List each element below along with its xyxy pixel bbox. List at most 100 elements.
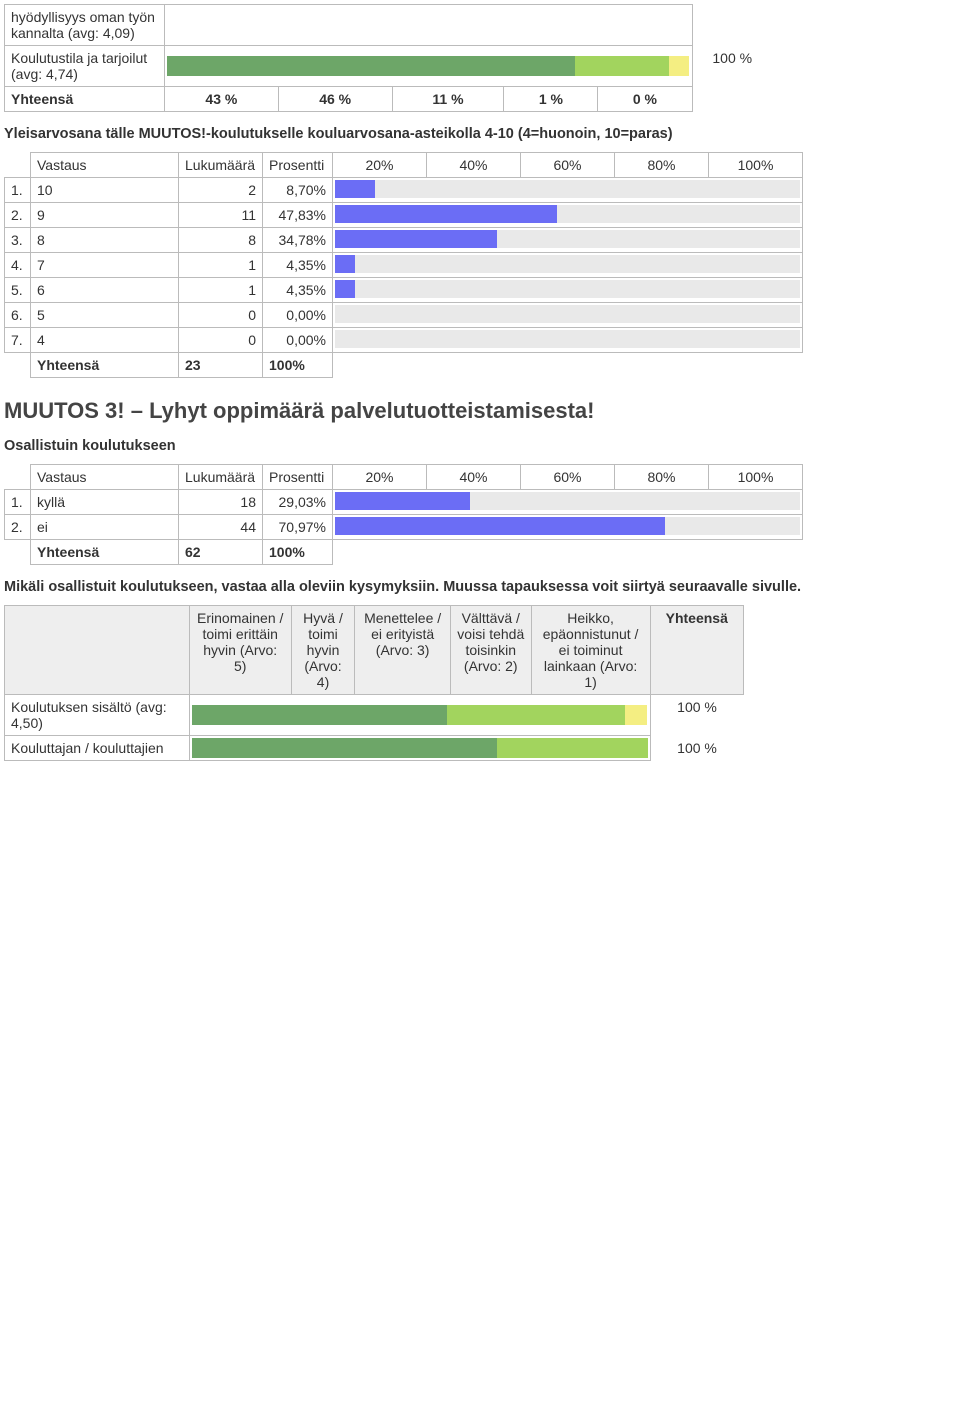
bar-fill	[335, 280, 355, 298]
row-index: 7.	[5, 328, 31, 353]
row-answer: 8	[31, 228, 179, 253]
bar-track	[335, 330, 800, 348]
stacked-bar	[167, 56, 690, 76]
ratings2-header-row: Erinomainen / toimi erittäin hyvin (Arvo…	[5, 606, 744, 695]
bar-track	[335, 180, 800, 198]
row-index: 3.	[5, 228, 31, 253]
grade-h-20: 20%	[333, 153, 427, 178]
grade-question-title: Yleisarvosana tälle MUUTOS!-koulutuksell…	[4, 126, 956, 142]
row-count: 18	[179, 490, 263, 515]
data-row: 2.ei4470,97%	[5, 515, 803, 540]
row-pct: 0,00%	[263, 328, 333, 353]
top-ratings-total-row: Yhteensä 43 % 46 % 11 % 1 % 0 %	[5, 87, 773, 112]
top-ratings-row-label: Koulutustila ja tarjoilut (avg: 4,74)	[5, 46, 165, 87]
row-answer: 7	[31, 253, 179, 278]
row-answer: 5	[31, 303, 179, 328]
data-row: 5.614,35%	[5, 278, 803, 303]
top-ratings-row-bar	[165, 5, 693, 46]
data-row: 4.714,35%	[5, 253, 803, 278]
row-count: 0	[179, 328, 263, 353]
top-ratings-row-label: hyödyllisyys oman työn kannalta (avg: 4,…	[5, 5, 165, 46]
ratings2-h-0: Erinomainen / toimi erittäin hyvin (Arvo…	[189, 606, 291, 695]
ratings2-row-bar	[189, 736, 650, 761]
top-ratings-row-total: 100 %	[692, 46, 772, 87]
grade-header-row: Vastaus Lukumäärä Prosentti 20% 40% 60% …	[5, 153, 803, 178]
attend-total-count: 62	[179, 540, 263, 565]
grade-total-pct: 100%	[263, 353, 333, 378]
row-bar-cell	[333, 178, 803, 203]
data-row: 6.500,00%	[5, 303, 803, 328]
ratings2-table: Erinomainen / toimi erittäin hyvin (Arvo…	[4, 605, 744, 761]
row-bar-cell	[333, 228, 803, 253]
top-ratings-row: hyödyllisyys oman työn kannalta (avg: 4,…	[5, 5, 773, 46]
row-index: 1.	[5, 178, 31, 203]
section-heading: MUUTOS 3! – Lyhyt oppimäärä palvelutuott…	[4, 398, 956, 424]
ratings2-row-label: Koulutuksen sisältö (avg: 4,50)	[5, 695, 190, 736]
attend-h-20: 20%	[333, 465, 427, 490]
row-index: 5.	[5, 278, 31, 303]
row-answer: 9	[31, 203, 179, 228]
grade-h-80: 80%	[615, 153, 709, 178]
row-index: 1.	[5, 490, 31, 515]
attend-h-answer: Vastaus	[31, 465, 179, 490]
attend-total-pct: 100%	[263, 540, 333, 565]
row-answer: ei	[31, 515, 179, 540]
row-count: 11	[179, 203, 263, 228]
row-index: 2.	[5, 203, 31, 228]
ratings2-intro: Mikäli osallistuit koulutukseen, vastaa …	[4, 579, 956, 595]
ratings2-row-total: 100 %	[650, 736, 743, 761]
grade-h-answer: Vastaus	[31, 153, 179, 178]
bar-track	[335, 205, 800, 223]
row-count: 8	[179, 228, 263, 253]
row-bar-cell	[333, 303, 803, 328]
grade-h-100: 100%	[709, 153, 803, 178]
row-pct: 8,70%	[263, 178, 333, 203]
top-ratings-total-1: 46 %	[278, 87, 392, 112]
bar-fill	[335, 517, 665, 535]
bar-segment	[497, 738, 647, 758]
bar-track	[335, 280, 800, 298]
row-count: 44	[179, 515, 263, 540]
row-count: 1	[179, 278, 263, 303]
top-ratings-total-label: Yhteensä	[5, 87, 165, 112]
top-ratings-table: hyödyllisyys oman työn kannalta (avg: 4,…	[4, 4, 772, 112]
attend-h-60: 60%	[521, 465, 615, 490]
data-row: 2.91147,83%	[5, 203, 803, 228]
bar-fill	[335, 180, 375, 198]
attend-h-100: 100%	[709, 465, 803, 490]
bar-fill	[335, 230, 497, 248]
bar-fill	[335, 492, 470, 510]
bar-segment	[447, 705, 625, 725]
data-row: 1.kyllä1829,03%	[5, 490, 803, 515]
ratings2-row: Koulutuksen sisältö (avg: 4,50) 100 %	[5, 695, 744, 736]
grade-table: Vastaus Lukumäärä Prosentti 20% 40% 60% …	[4, 152, 803, 378]
attend-question-title: Osallistuin koulutukseen	[4, 438, 956, 454]
row-pct: 4,35%	[263, 253, 333, 278]
row-pct: 47,83%	[263, 203, 333, 228]
ratings2-row-total: 100 %	[650, 695, 743, 736]
top-ratings-row-total	[692, 5, 772, 46]
grade-h-pct: Prosentti	[263, 153, 333, 178]
bar-segment	[167, 56, 575, 76]
row-index: 2.	[5, 515, 31, 540]
bar-segment	[192, 738, 497, 758]
grade-h-count: Lukumäärä	[179, 153, 263, 178]
ratings2-h-3: Välttävä / voisi tehdä toisinkin (Arvo: …	[450, 606, 531, 695]
ratings2-row-bar	[189, 695, 650, 736]
ratings2-h-4: Heikko, epäonnistunut / ei toiminut lain…	[531, 606, 650, 695]
row-index: 6.	[5, 303, 31, 328]
bar-segment	[192, 705, 447, 725]
row-pct: 0,00%	[263, 303, 333, 328]
top-ratings-row-bar	[165, 46, 693, 87]
ratings2-h-1: Hyvä / toimi hyvin (Arvo: 4)	[291, 606, 355, 695]
ratings2-h-5: Yhteensä	[650, 606, 743, 695]
data-row: 3.8834,78%	[5, 228, 803, 253]
data-row: 7.400,00%	[5, 328, 803, 353]
grade-total-count: 23	[179, 353, 263, 378]
ratings2-h-2: Menettelee / ei erityistä (Arvo: 3)	[355, 606, 451, 695]
bar-fill	[335, 255, 355, 273]
bar-track	[335, 517, 800, 535]
row-bar-cell	[333, 278, 803, 303]
row-bar-cell	[333, 490, 803, 515]
grade-h-60: 60%	[521, 153, 615, 178]
